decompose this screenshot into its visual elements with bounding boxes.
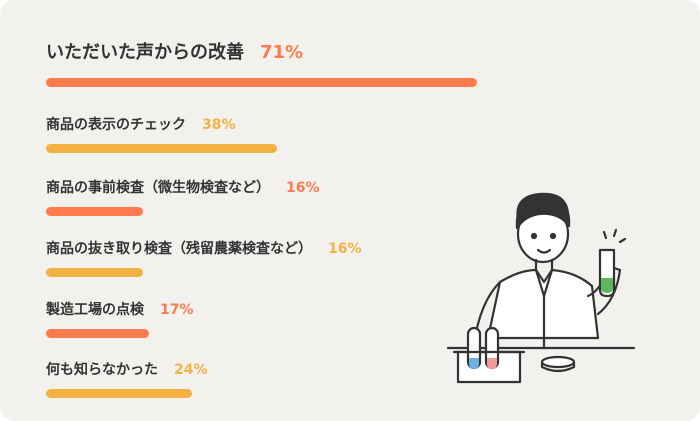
bar-row: 何も知らなかった 24%: [46, 359, 208, 398]
value-label: 24%: [174, 362, 208, 378]
scientist-illustration: [446, 192, 636, 384]
category-label: 製造工場の点検: [46, 302, 144, 318]
value-label: 38%: [202, 117, 236, 133]
bar: [46, 144, 277, 153]
value-label: 16%: [286, 180, 320, 196]
row-header: いただいた声からの改善 71%: [46, 38, 477, 64]
bar: [46, 78, 477, 87]
row-header: 商品の表示のチェック 38%: [46, 114, 277, 134]
value-label: 16%: [328, 241, 362, 257]
category-label: 商品の表示のチェック: [46, 117, 186, 133]
bar-row: 商品の表示のチェック 38%: [46, 114, 277, 153]
category-label: 商品の抜き取り検査（残留農薬検査など）: [46, 241, 312, 257]
bar: [46, 207, 144, 216]
row-header: 商品の抜き取り検査（残留農薬検査など） 16%: [46, 238, 362, 258]
bar: [46, 389, 192, 398]
value-label: 71%: [260, 42, 304, 63]
category-label: いただいた声からの改善: [46, 42, 244, 63]
category-label: 商品の事前検査（微生物検査など）: [46, 180, 270, 196]
bar-row: いただいた声からの改善 71%: [46, 38, 477, 87]
value-label: 17%: [160, 302, 194, 318]
category-label: 何も知らなかった: [46, 362, 158, 378]
bar: [46, 268, 144, 277]
bar: [46, 329, 150, 338]
bar-row: 製造工場の点検 17%: [46, 299, 194, 338]
row-header: 商品の事前検査（微生物検査など） 16%: [46, 177, 320, 197]
bar-row: 商品の抜き取り検査（残留農薬検査など） 16%: [46, 238, 362, 277]
row-header: 製造工場の点検 17%: [46, 299, 194, 319]
bar-row: 商品の事前検査（微生物検査など） 16%: [46, 177, 320, 216]
row-header: 何も知らなかった 24%: [46, 359, 208, 379]
